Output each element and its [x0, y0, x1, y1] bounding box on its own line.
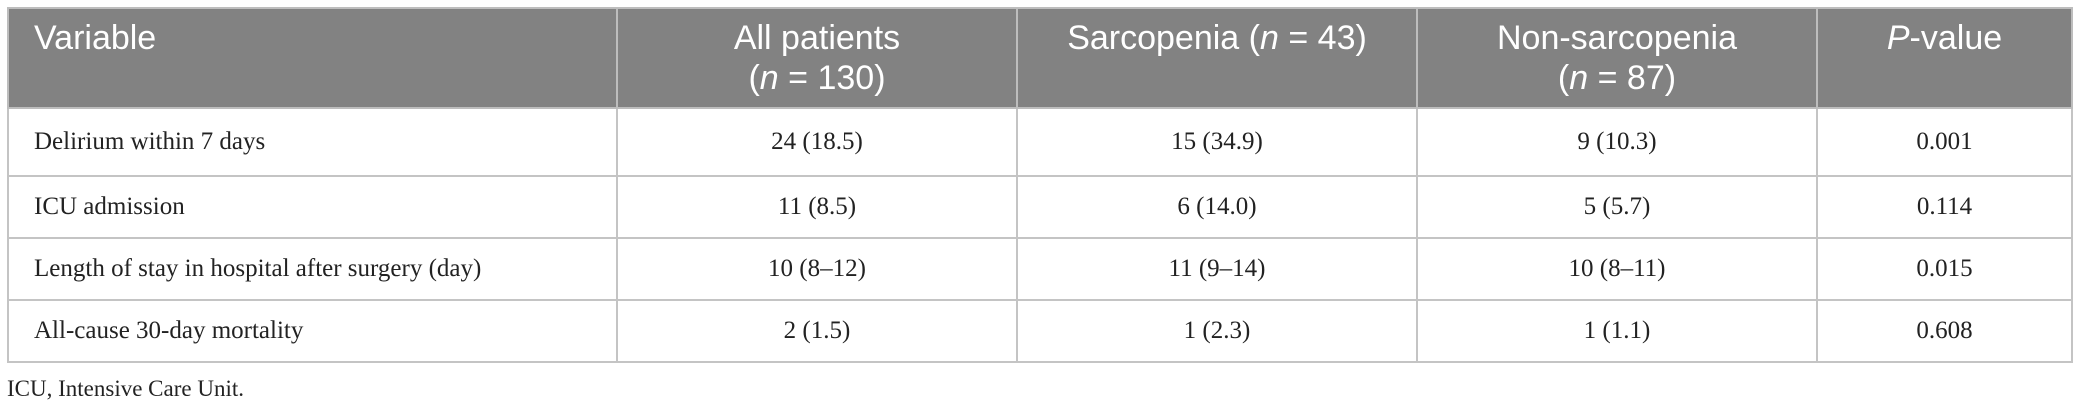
- table-row: ICU admission 11 (8.5) 6 (14.0) 5 (5.7) …: [7, 175, 2073, 239]
- header-non-sarcopenia-label: Non-sarcopenia: [1496, 19, 1738, 57]
- cell-p-value: 0.114: [1816, 175, 2073, 239]
- header-non-sarcopenia-n-value: = 87): [1588, 59, 1677, 97]
- header-p-symbol: P: [1886, 19, 1910, 57]
- header-p-value: P-value: [1816, 7, 2073, 109]
- cell-non-sarcopenia: 1 (1.1): [1416, 299, 1818, 363]
- header-variable: Variable: [7, 7, 618, 109]
- header-non-sarcopenia-open-paren: (: [1557, 59, 1570, 97]
- cell-variable: Length of stay in hospital after surgery…: [7, 237, 618, 301]
- cell-sarcopenia: 11 (9–14): [1016, 237, 1418, 301]
- cell-sarcopenia: 15 (34.9): [1016, 107, 1418, 177]
- table-row: Delirium within 7 days 24 (18.5) 15 (34.…: [7, 107, 2073, 177]
- header-non-sarcopenia: Non-sarcopenia (n = 87): [1416, 7, 1818, 109]
- header-all-patients-n-symbol: n: [759, 59, 779, 97]
- cell-p-value: 0.001: [1816, 107, 2073, 177]
- cell-variable: ICU admission: [7, 175, 618, 239]
- cell-all-patients: 2 (1.5): [616, 299, 1018, 363]
- cell-sarcopenia: 6 (14.0): [1016, 175, 1418, 239]
- table-header: Variable All patients (n = 130) Sarcopen…: [7, 7, 2073, 109]
- cell-p-value: 0.608: [1816, 299, 2073, 363]
- table-row: Length of stay in hospital after surgery…: [7, 237, 2073, 301]
- header-row: Variable All patients (n = 130) Sarcopen…: [7, 7, 2073, 109]
- table-body: Delirium within 7 days 24 (18.5) 15 (34.…: [7, 107, 2073, 363]
- cell-all-patients: 10 (8–12): [616, 237, 1018, 301]
- header-non-sarcopenia-n-symbol: n: [1569, 59, 1589, 97]
- header-all-patients: All patients (n = 130): [616, 7, 1018, 109]
- header-sarcopenia: Sarcopenia (n = 43): [1016, 7, 1418, 109]
- cell-non-sarcopenia: 5 (5.7): [1416, 175, 1818, 239]
- table-footnote: ICU, Intensive Care Unit.: [7, 376, 244, 401]
- cell-non-sarcopenia: 10 (8–11): [1416, 237, 1818, 301]
- header-all-patients-label: All patients: [733, 19, 901, 57]
- cell-non-sarcopenia: 9 (10.3): [1416, 107, 1818, 177]
- header-all-patients-n-value: = 130): [778, 59, 886, 97]
- header-sarcopenia-label: Sarcopenia (: [1067, 19, 1260, 57]
- header-sarcopenia-n-symbol: n: [1259, 19, 1279, 57]
- table-row: All-cause 30-day mortality 2 (1.5) 1 (2.…: [7, 299, 2073, 363]
- cell-p-value: 0.015: [1816, 237, 2073, 301]
- outcomes-table: Variable All patients (n = 130) Sarcopen…: [7, 7, 2073, 363]
- header-all-patients-open-paren: (: [748, 59, 760, 97]
- cell-variable: All-cause 30-day mortality: [7, 299, 618, 363]
- cell-all-patients: 24 (18.5): [616, 107, 1018, 177]
- header-variable-label: Variable: [34, 19, 157, 57]
- header-p-value-label: -value: [1909, 19, 2003, 57]
- cell-all-patients: 11 (8.5): [616, 175, 1018, 239]
- header-sarcopenia-n-value: = 43): [1278, 19, 1367, 57]
- cell-variable: Delirium within 7 days: [7, 107, 618, 177]
- cell-sarcopenia: 1 (2.3): [1016, 299, 1418, 363]
